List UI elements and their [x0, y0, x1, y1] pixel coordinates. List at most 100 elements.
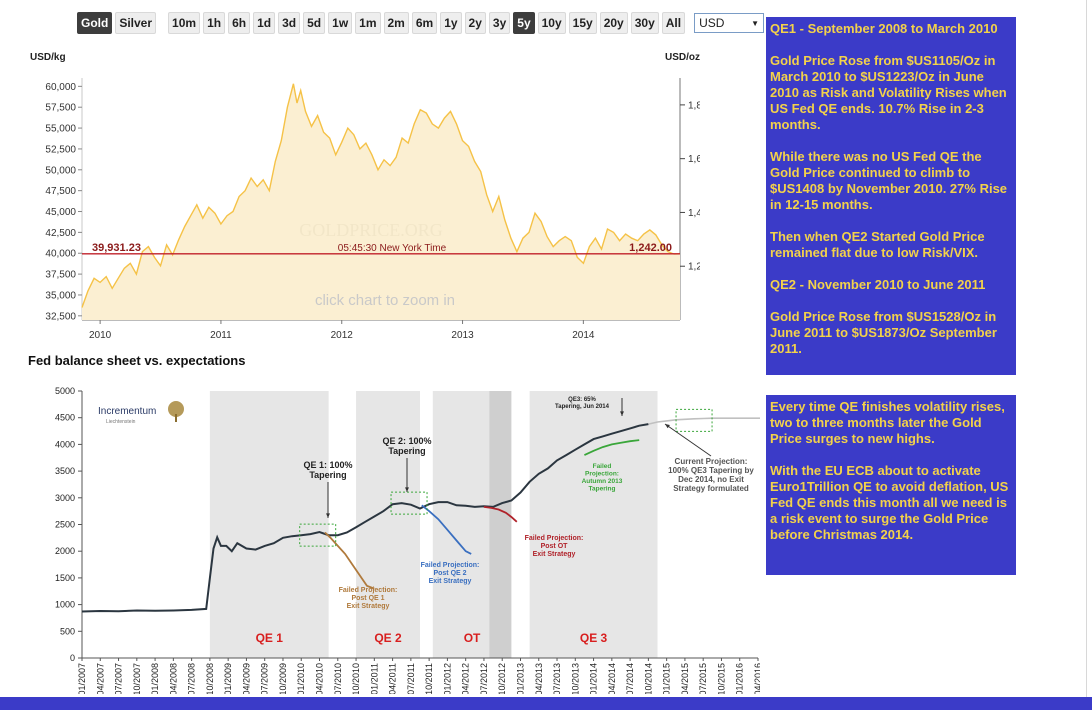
failed-ot-annotation-line: Post OT: [541, 543, 569, 550]
fed-x-tick-label: 01/2007: [77, 663, 87, 694]
chevron-down-icon: ▼: [751, 18, 760, 28]
qe1-annotation: QE 1: 100% Tapering: [303, 460, 352, 480]
current-projection-annotation-line: Current Projection:: [675, 457, 748, 466]
fed-x-tick-label: 10/2011: [424, 663, 434, 694]
y-left-tick-label: 45,000: [45, 207, 76, 218]
qe1-arrow-head: [326, 513, 330, 518]
left-unit-label: USD/kg: [30, 52, 66, 63]
fed-x-tick-label: 10/2014: [643, 663, 653, 694]
failed-ot-annotation-line: Failed Projection:: [525, 535, 584, 542]
fed-x-tick-label: 10/2007: [132, 663, 142, 694]
logo-subtext: Liechtenstein: [106, 419, 136, 425]
fed-x-tick-label: 10/2012: [497, 663, 507, 694]
qe3-annotation-line: Tapering, Jun 2014: [555, 404, 610, 410]
fed-x-tick-label: 07/2012: [479, 663, 489, 694]
bottom-bar: [0, 697, 1092, 710]
range-button-1m[interactable]: 1m: [355, 12, 381, 34]
x-tick-label: 2014: [572, 330, 595, 341]
fed-balance-chart: QE 1 QE 2 OT QE 3 0 500 1000 1500 2000 2500 3000 35…: [55, 386, 760, 694]
metal-button-silver[interactable]: Silver: [115, 12, 157, 34]
range-button-3d[interactable]: 3d: [278, 12, 301, 34]
failed-autumn-annotation-line: Tapering: [589, 486, 616, 493]
failed-qe2-annotation-line: Exit Strategy: [429, 578, 472, 585]
range-button-2m[interactable]: 2m: [383, 12, 409, 34]
period-label: QE 3: [580, 631, 608, 645]
qe2-arrow-head: [405, 487, 409, 492]
time-label: 05:45:30 New York Time: [338, 243, 447, 254]
y-right-tick-label: 1,800: [688, 100, 700, 111]
fed-series-line: [483, 506, 518, 523]
fed-x-tick-label: 07/2013: [552, 663, 562, 694]
note-paragraph: Then when QE2 Started Gold Price remaine…: [770, 229, 985, 260]
currency-value: USD: [699, 16, 725, 30]
tapering-marker: [675, 408, 713, 432]
range-button-3y[interactable]: 3y: [488, 12, 511, 34]
fed-x-tick-label: 04/2016: [753, 663, 760, 694]
y-left-tick-label: 60,000: [45, 82, 76, 93]
range-button-15y[interactable]: 15y: [568, 12, 597, 34]
y-left-tick-label: 52,500: [45, 144, 76, 155]
fed-y-tick-label: 5000: [55, 386, 75, 396]
fed-x-tick-label: 01/2013: [515, 663, 525, 694]
failed-qe1-annotation-line: Failed Projection:: [339, 587, 398, 594]
x-tick-label: 2010: [89, 330, 112, 341]
range-button-1w[interactable]: 1w: [328, 12, 353, 34]
gold-price-chart[interactable]: USD/kg USD/oz GOLDPRICE.ORG 32,500 35,000 37,…: [30, 40, 700, 345]
qe1-annotation-line: Tapering: [309, 470, 346, 480]
range-button-1y[interactable]: 1y: [440, 12, 462, 34]
y-right-tick-label: 1,400: [688, 208, 700, 219]
range-button-2y[interactable]: 2y: [464, 12, 486, 34]
current-price-oz-label: 1,242.00: [629, 242, 672, 254]
fed-x-tick-label: 07/2014: [625, 663, 635, 694]
range-button-5y[interactable]: 5y: [513, 12, 535, 34]
x-tick-label: 2011: [210, 330, 232, 341]
note-paragraph: While there was no US Fed QE the Gold Pr…: [770, 149, 1008, 212]
fed-x-tick-label: 04/2015: [680, 663, 690, 694]
fed-x-tick-label: 07/2009: [260, 663, 270, 694]
shaded-period-dark: [489, 391, 512, 658]
fed-y-tick-label: 500: [60, 626, 75, 636]
range-button-10m[interactable]: 10m: [168, 12, 201, 34]
fed-x-tick-label: 01/2016: [735, 663, 745, 694]
fed-series-line: [584, 439, 640, 456]
metal-button-gold[interactable]: Gold: [77, 12, 113, 34]
y-left-tick-label: 40,000: [45, 249, 76, 260]
y-right-tick-label: 1,600: [688, 154, 700, 165]
fed-x-tick-label: 04/2011: [388, 663, 398, 694]
fed-series-line: [81, 423, 649, 613]
failed-autumn-annotation-line: Projection:: [585, 471, 619, 478]
fed-y-tick-label: 4000: [55, 439, 75, 449]
range-button-20y[interactable]: 20y: [599, 12, 628, 34]
gold-price-line: [81, 83, 681, 308]
qe2-annotation: QE 2: 100% Tapering: [382, 436, 431, 456]
current-projection-annotation-line: Strategy formulated: [673, 484, 749, 493]
period-label: OT: [464, 631, 481, 645]
fed-y-tick-label: 3500: [55, 466, 75, 476]
logo-text: Incrementum: [98, 406, 156, 417]
fed-x-tick-label: 01/2012: [442, 663, 452, 694]
range-button-30y[interactable]: 30y: [630, 12, 659, 34]
fed-x-tick-label: 07/2015: [698, 663, 708, 694]
fed-y-tick-label: 2500: [55, 520, 75, 530]
shaded-period: [529, 391, 658, 658]
range-button-all[interactable]: All: [661, 12, 686, 34]
qe3-annotation-line: QE3: 65%: [568, 397, 596, 403]
note-paragraph: Gold Price Rose from $US1528/Oz in June …: [770, 309, 997, 356]
range-button-6m[interactable]: 6m: [411, 12, 438, 34]
fed-series-line: [648, 417, 760, 425]
range-button-10y[interactable]: 10y: [537, 12, 566, 34]
note-paragraph: QE1 - September 2008 to March 2010: [770, 21, 998, 36]
failed-ot-annotation-line: Exit Strategy: [533, 551, 576, 558]
range-button-6h[interactable]: 6h: [228, 12, 251, 34]
range-button-5d[interactable]: 5d: [303, 12, 326, 34]
y-left-tick-label: 35,000: [45, 290, 76, 301]
range-button-1h[interactable]: 1h: [203, 12, 226, 34]
currency-select[interactable]: USD ▼: [694, 13, 765, 33]
current-projection-annotation-line: 100% QE3 Tapering by: [668, 466, 754, 475]
fed-x-tick-label: 01/2011: [369, 663, 379, 694]
range-button-1d[interactable]: 1d: [253, 12, 276, 34]
x-tick-label: 2012: [331, 330, 354, 341]
qe3-arrow-head: [620, 411, 624, 416]
fed-x-tick-label: 04/2009: [241, 663, 251, 694]
shaded-period: [209, 391, 329, 658]
